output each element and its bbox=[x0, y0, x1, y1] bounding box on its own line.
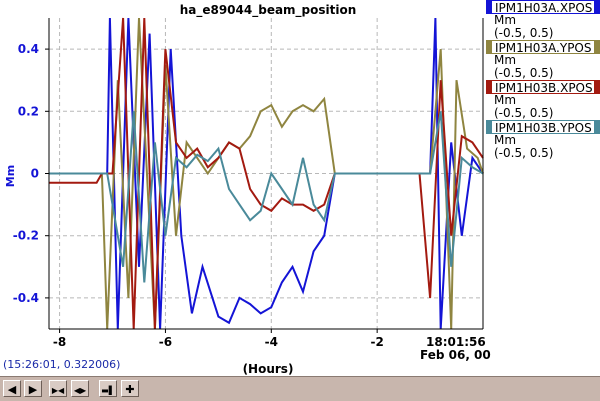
legend-entry[interactable]: IPM1H03B.YPOS Mm (-0.5, 0.5) bbox=[486, 120, 600, 160]
series-lines bbox=[49, 17, 484, 330]
legend: IPM1H03A.XPOS Mm (-0.5, 0.5) IPM1H03A.YPOS M… bbox=[486, 0, 600, 160]
tick-labels: 0.4 0.2 0 -0.2 -0.4 -8 -6 -4 -2 bbox=[13, 42, 384, 349]
legend-series-name: IPM1H03A.XPOS bbox=[486, 0, 600, 14]
x-tick-label: -6 bbox=[159, 335, 172, 349]
cursor-coordinates: (15:26:01, 0.322006) bbox=[3, 358, 121, 371]
legend-unit: Mm bbox=[494, 133, 517, 147]
timestamp-date: Feb 06, 00 bbox=[420, 348, 491, 362]
legend-unit: Mm bbox=[494, 53, 517, 67]
legend-unit: Mm bbox=[494, 13, 517, 27]
y-axis-label: Mm bbox=[4, 165, 17, 187]
x-axis-label: (Hours) bbox=[243, 362, 294, 376]
y-tick-label: -0.2 bbox=[13, 229, 39, 243]
timestamp-time: 18:01:56 bbox=[426, 335, 486, 349]
add-button[interactable]: ✚ bbox=[121, 380, 139, 397]
series-line-4 bbox=[49, 111, 484, 283]
zoom-out-icon: ◀▶ bbox=[73, 386, 87, 395]
legend-series-name: IPM1H03B.YPOS bbox=[486, 120, 600, 134]
arrow-right-icon: ▶ bbox=[28, 383, 38, 396]
zoom-in-x-button[interactable]: ▶◀ bbox=[49, 380, 67, 397]
toolbar: ◀ ▶ ▶◀ ◀▶ ▬▌ ✚ bbox=[0, 376, 600, 401]
legend-entry[interactable]: IPM1H03A.YPOS Mm (-0.5, 0.5) bbox=[486, 40, 600, 80]
legend-range: (-0.5, 0.5) bbox=[494, 66, 554, 80]
legend-unit: Mm bbox=[494, 93, 517, 107]
x-tick-label: -2 bbox=[370, 335, 383, 349]
zoom-out-x-button[interactable]: ◀▶ bbox=[71, 380, 89, 397]
legend-entry[interactable]: IPM1H03A.XPOS Mm (-0.5, 0.5) bbox=[486, 0, 600, 40]
x-tick-label: -4 bbox=[265, 335, 278, 349]
legend-entry[interactable]: IPM1H03B.XPOS Mm (-0.5, 0.5) bbox=[486, 80, 600, 120]
y-tick-label: 0.4 bbox=[18, 42, 39, 56]
legend-range: (-0.5, 0.5) bbox=[494, 106, 554, 120]
plus-icon: ✚ bbox=[125, 383, 135, 396]
strip-chart[interactable]: 0.4 0.2 0 -0.2 -0.4 -8 -6 -4 -2 Mm (Hours) 18:01… bbox=[0, 0, 600, 376]
legend-range: (-0.5, 0.5) bbox=[494, 26, 554, 40]
legend-series-name: IPM1H03B.XPOS bbox=[486, 80, 600, 94]
jump-end-icon: ▬▌ bbox=[101, 386, 115, 395]
zoom-in-icon: ▶◀ bbox=[51, 386, 65, 395]
y-tick-label: -0.4 bbox=[13, 291, 39, 305]
y-tick-label: 0 bbox=[31, 167, 39, 181]
legend-range: (-0.5, 0.5) bbox=[494, 146, 554, 160]
legend-series-name: IPM1H03A.YPOS bbox=[486, 40, 600, 54]
chart-title: ha_e89044_beam_position bbox=[179, 3, 357, 17]
y-tick-label: 0.2 bbox=[18, 104, 39, 118]
axes bbox=[45, 18, 484, 333]
series-line-3 bbox=[49, 17, 484, 330]
jump-end-button[interactable]: ▬▌ bbox=[99, 380, 117, 397]
series-line-2 bbox=[49, 17, 484, 330]
arrow-left-icon: ◀ bbox=[7, 383, 17, 396]
pan-right-button[interactable]: ▶ bbox=[24, 380, 42, 397]
pan-left-button[interactable]: ◀ bbox=[3, 380, 21, 397]
x-tick-label: -8 bbox=[53, 335, 66, 349]
